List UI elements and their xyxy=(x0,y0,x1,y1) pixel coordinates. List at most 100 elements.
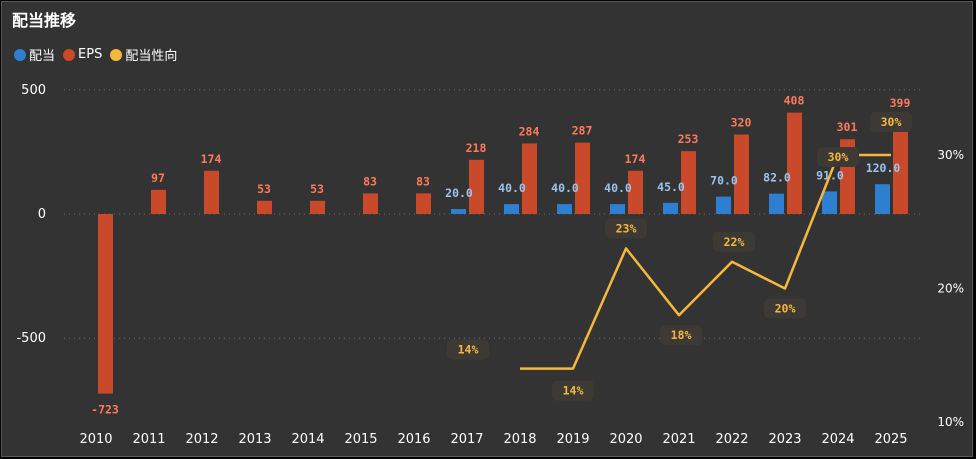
legend-label-dividend: 配当 xyxy=(29,49,56,64)
x-tick-label: 2017 xyxy=(450,432,483,447)
eps-data-label: 53 xyxy=(310,182,324,196)
dividend-bar xyxy=(610,204,625,214)
payout-label-bg xyxy=(713,231,755,252)
x-tick-label: 2014 xyxy=(291,432,324,447)
eps-data-label: -723 xyxy=(91,403,119,417)
eps-bar xyxy=(681,151,696,214)
dividend-data-label: 40.0 xyxy=(604,181,632,195)
legend-dot-eps xyxy=(63,48,76,61)
payout-label-bg xyxy=(870,112,912,132)
eps-data-label: 97 xyxy=(151,171,165,185)
eps-data-label: 320 xyxy=(731,116,752,130)
x-tick-label: 2020 xyxy=(609,432,642,447)
payout-data-label: 22% xyxy=(724,235,745,249)
payout-label-bg xyxy=(817,147,859,167)
payout-label-bg xyxy=(552,380,594,401)
y-right-tick-label: 20% xyxy=(937,282,964,296)
payout-label-bg xyxy=(605,218,647,239)
dividend-data-label: 20.0 xyxy=(445,186,473,200)
eps-bar xyxy=(893,114,908,214)
eps-bar xyxy=(734,134,749,214)
eps-data-label: 408 xyxy=(784,94,805,108)
eps-bar xyxy=(363,193,378,214)
y-left-tick-label: -500 xyxy=(16,331,46,346)
legend-label-eps: EPS xyxy=(78,47,103,62)
x-tick-label: 2024 xyxy=(821,432,854,447)
payout-data-label: 23% xyxy=(616,221,637,235)
eps-bar xyxy=(151,189,166,214)
eps-bar xyxy=(522,143,537,214)
x-tick-label: 2021 xyxy=(662,432,695,447)
payout-line xyxy=(520,153,891,370)
eps-bar xyxy=(257,200,272,214)
dividend-data-label: 120.0 xyxy=(866,161,901,175)
x-tick-label: 2022 xyxy=(715,432,748,447)
legend-dot-payout xyxy=(110,48,123,61)
dividend-data-label: 82.0 xyxy=(763,171,791,185)
eps-bar xyxy=(98,214,113,394)
x-tick-label: 2011 xyxy=(132,432,165,447)
payout-data-label: 30% xyxy=(828,150,849,164)
payout-data-label: 14% xyxy=(563,384,584,398)
eps-data-label: 83 xyxy=(416,174,430,188)
dividend-data-label: 40.0 xyxy=(498,181,526,195)
eps-data-label: 253 xyxy=(678,132,699,146)
legend-item-eps[interactable]: EPS xyxy=(63,47,102,62)
eps-bar xyxy=(469,159,484,214)
dividend-bar xyxy=(716,196,731,214)
legend: 配当 EPS 配当性向 xyxy=(14,45,177,64)
dividend-data-label: 40.0 xyxy=(551,181,579,195)
dividend-bar xyxy=(822,191,837,214)
legend-dot-dividend xyxy=(14,48,26,61)
payout-label-bg xyxy=(447,339,489,360)
y-left-tick-label: 500 xyxy=(21,83,46,98)
payout-data-label: 14% xyxy=(458,343,479,357)
eps-bar xyxy=(204,170,219,214)
eps-data-label: 53 xyxy=(257,182,271,196)
legend-item-payout[interactable]: 配当性向 xyxy=(110,45,177,64)
eps-data-label: 399 xyxy=(890,96,911,110)
eps-bar xyxy=(787,112,802,214)
payout-data-label: 30% xyxy=(881,115,902,129)
dividend-bar xyxy=(769,193,784,214)
x-tick-label: 2018 xyxy=(503,432,536,447)
chart-title: 配当推移 xyxy=(12,11,77,30)
dividend-bar xyxy=(875,184,890,214)
eps-bar xyxy=(310,200,325,214)
eps-bar xyxy=(628,170,643,214)
eps-data-label: 218 xyxy=(466,141,487,155)
x-tick-label: 2013 xyxy=(238,432,271,447)
dividend-bar xyxy=(663,202,678,214)
payout-data-label: 20% xyxy=(775,302,796,316)
payout-label-bg xyxy=(764,298,806,319)
x-tick-label: 2025 xyxy=(874,432,907,447)
eps-data-label: 287 xyxy=(572,124,593,138)
dividend-bar xyxy=(504,204,519,214)
dividend-data-label: 70.0 xyxy=(710,174,738,188)
eps-data-label: 174 xyxy=(625,152,646,166)
y-left-tick-label: 0 xyxy=(38,207,46,222)
eps-bar xyxy=(575,142,590,214)
eps-data-label: 83 xyxy=(363,174,377,188)
legend-label-payout: 配当性向 xyxy=(125,49,178,64)
y-right-tick-label: 30% xyxy=(937,148,964,162)
x-tick-label: 2019 xyxy=(556,432,589,447)
eps-data-label: 301 xyxy=(837,120,858,134)
eps-data-label: 284 xyxy=(519,124,540,138)
payout-data-label: 18% xyxy=(671,328,692,342)
x-tick-label: 2012 xyxy=(185,432,218,447)
eps-data-label: 174 xyxy=(201,152,222,166)
eps-bar xyxy=(416,193,431,214)
dividend-data-label: 45.0 xyxy=(657,180,685,194)
legend-item-dividend[interactable]: 配当 xyxy=(14,45,55,64)
payout-label-bg xyxy=(660,325,702,346)
x-tick-label: 2015 xyxy=(344,432,377,447)
y-right-tick-label: 10% xyxy=(937,415,964,429)
x-tick-label: 2016 xyxy=(397,432,430,447)
dividend-bar xyxy=(557,204,572,214)
x-tick-label: 2010 xyxy=(79,432,112,447)
x-tick-label: 2023 xyxy=(768,432,801,447)
dividend-bar xyxy=(451,209,466,214)
